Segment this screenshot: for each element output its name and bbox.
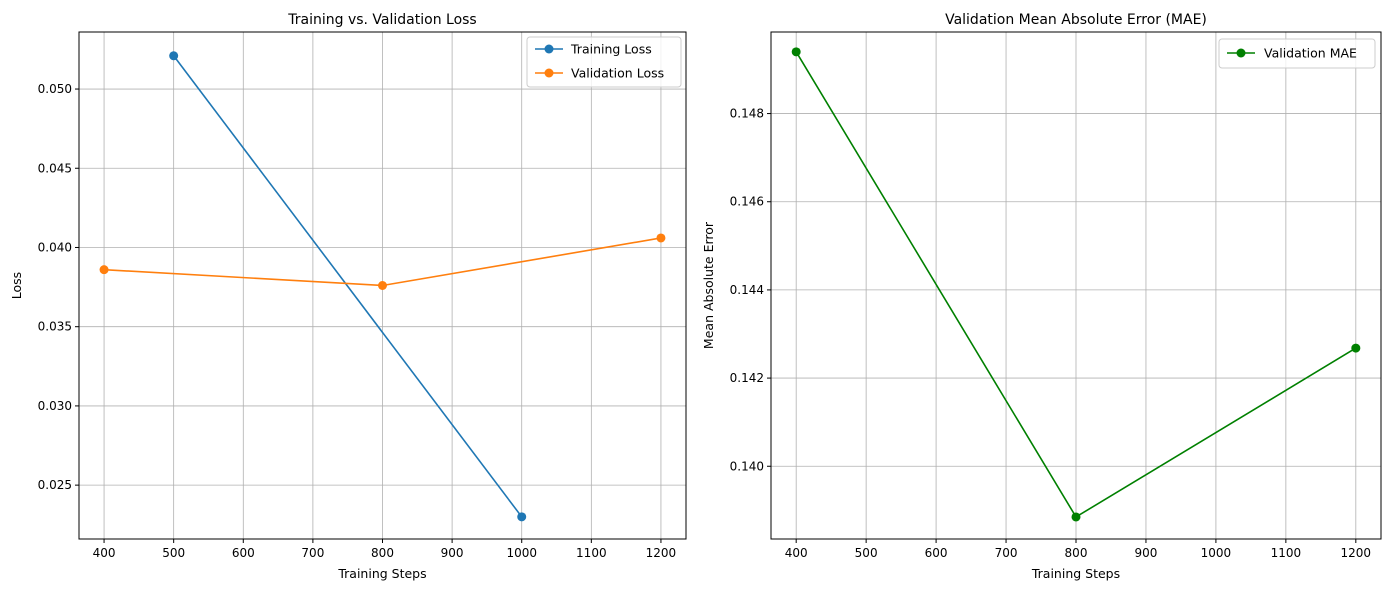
data-point (99, 265, 109, 275)
y-tick-label: 0.030 (38, 399, 72, 413)
y-tick-label: 0.142 (730, 371, 764, 385)
data-point (791, 47, 801, 57)
chart-title: Validation Mean Absolute Error (MAE) (945, 12, 1207, 28)
legend-marker-mae (1236, 48, 1246, 58)
x-tick-label: 700 (995, 546, 1018, 560)
y-tick-label: 0.144 (730, 283, 764, 297)
data-point (517, 512, 527, 522)
x-tick-label: 500 (855, 546, 878, 560)
x-tick-label: 1100 (576, 546, 607, 560)
legend-marker-validation (544, 68, 554, 78)
chart-mae: Validation Mean Absolute Error (MAE) 400… (701, 12, 1382, 581)
x-axis-label: Training Steps (337, 566, 426, 581)
y-axis-label: Loss (9, 272, 24, 299)
x-tick-label: 1200 (1341, 546, 1372, 560)
y-axis-label: Mean Absolute Error (701, 221, 716, 349)
x-tick-label: 1100 (1271, 546, 1302, 560)
chart-title: Training vs. Validation Loss (287, 12, 476, 28)
y-tick-label: 0.140 (730, 459, 764, 473)
x-tick-label: 600 (232, 546, 255, 560)
legend: Training Loss Validation Loss (526, 36, 682, 88)
x-tick-label: 900 (441, 546, 464, 560)
x-tick-label: 900 (1135, 546, 1158, 560)
data-point (1351, 343, 1361, 353)
x-tick-label: 1200 (646, 546, 677, 560)
x-tick-label: 400 (785, 546, 808, 560)
data-point (1071, 512, 1081, 522)
series-layer (791, 47, 1361, 522)
x-ticks: 400 500 600 700 800 900 1000 1100 1200 (785, 539, 1371, 560)
x-tick-label: 800 (371, 546, 394, 560)
data-point (378, 281, 387, 290)
x-axis-label: Training Steps (1031, 566, 1120, 581)
y-ticks: 0.025 0.030 0.035 0.040 0.045 0.050 (38, 82, 79, 492)
legend-label-validation: Validation Loss (571, 66, 664, 81)
x-tick-label: 700 (301, 546, 324, 560)
series-line (173, 55, 523, 518)
x-ticks: 400 500 600 700 800 900 1000 1100 1200 (93, 539, 677, 560)
grid-layer (79, 32, 686, 539)
y-tick-label: 0.146 (730, 195, 764, 209)
legend-label-mae: Validation MAE (1264, 46, 1357, 61)
y-tick-label: 0.025 (38, 478, 72, 492)
x-tick-label: 500 (162, 546, 185, 560)
data-point (656, 233, 666, 243)
chart-loss: Training vs. Validation Loss 400 500 600 70… (9, 12, 687, 581)
legend-label-training: Training Loss (570, 42, 652, 57)
y-tick-label: 0.035 (38, 320, 72, 334)
y-tick-label: 0.050 (38, 82, 72, 96)
series-layer (99, 51, 666, 522)
x-tick-label: 400 (93, 546, 116, 560)
x-tick-label: 1000 (506, 546, 537, 560)
x-tick-label: 800 (1065, 546, 1088, 560)
y-tick-label: 0.148 (730, 107, 764, 121)
legend: Validation MAE (1218, 38, 1376, 69)
x-tick-label: 1000 (1201, 546, 1232, 560)
legend-marker-training (544, 44, 554, 54)
legend-box (526, 36, 682, 88)
y-ticks: 0.140 0.142 0.144 0.146 0.148 (730, 107, 771, 473)
data-point (169, 51, 179, 61)
legend-box (1218, 38, 1376, 69)
y-tick-label: 0.040 (38, 240, 72, 254)
y-tick-label: 0.045 (38, 161, 72, 175)
x-tick-label: 600 (925, 546, 948, 560)
